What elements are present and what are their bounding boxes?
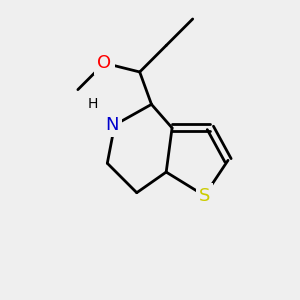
Text: O: O — [97, 54, 111, 72]
Text: N: N — [105, 116, 119, 134]
Text: S: S — [199, 187, 210, 205]
Text: H: H — [87, 98, 98, 111]
